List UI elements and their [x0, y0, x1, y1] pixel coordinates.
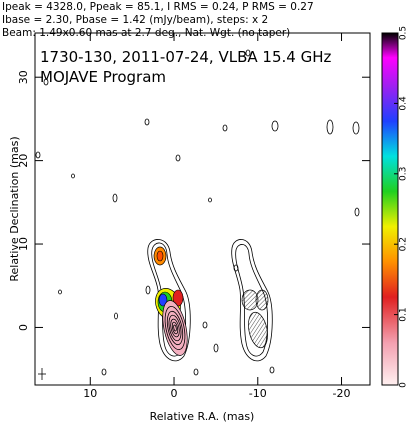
x-tick-label: 0: [171, 387, 178, 400]
colorbar-tick-label: 0.4: [399, 96, 409, 111]
annotation: MOJAVE Program: [40, 68, 166, 86]
y-tick-label: 0: [17, 324, 30, 331]
colorbar-tick-label: 0.1: [399, 307, 409, 321]
y-axis-label: Relative Declination (mas): [8, 136, 21, 281]
colorbar-tick-label: 0.5: [399, 26, 409, 40]
x-tick-label: -20: [333, 387, 351, 400]
colorbar: [381, 32, 399, 386]
x-axis-label: Relative R.A. (mas): [150, 410, 255, 423]
header-line: Ipeak = 4328.0, Ppeak = 85.1, I RMS = 0.…: [2, 1, 314, 13]
y-tick-label: 10: [17, 237, 30, 251]
x-tick-label: -10: [249, 387, 267, 400]
y-tick-label: 30: [17, 70, 30, 84]
plot-frame: [34, 32, 371, 386]
colorbar-tick-label: 0: [399, 382, 409, 388]
header-line: Ibase = 2.30, Pbase = 1.42 (mJy/beam), s…: [2, 14, 268, 26]
colorbar-tick-label: 0.2: [399, 237, 409, 251]
colorbar-tick-label: 0.3: [399, 167, 409, 181]
annotation: 1730-130, 2011-07-24, VLBA 15.4 GHz: [40, 48, 331, 66]
y-tick-label: 20: [17, 154, 30, 168]
contours: [35, 49, 360, 380]
x-tick-label: 10: [83, 387, 97, 400]
